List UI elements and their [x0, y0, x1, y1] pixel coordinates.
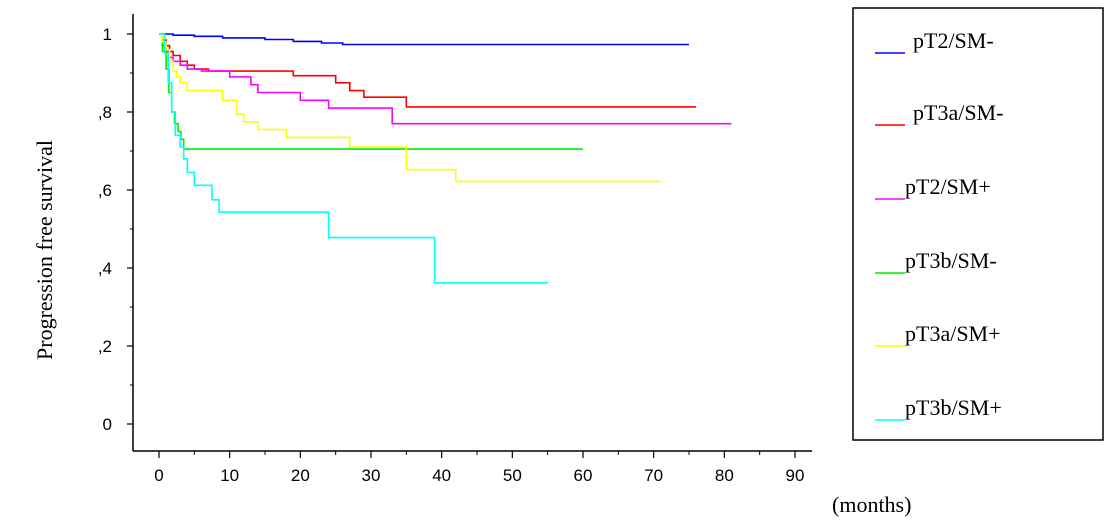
series-line-1 — [159, 33, 689, 46]
legend-box — [852, 7, 1104, 441]
x-tick-label: 50 — [503, 466, 522, 485]
x-axis-title: (months) — [832, 492, 911, 517]
axes: 0,2,4,6,810 10 20 30 40 50 60 70 80 90 — [98, 14, 812, 485]
legend-label: pT3b/SM- — [905, 248, 997, 273]
legend: pT2/SM-pT3a/SM-pT2/SM+ pT3b/SM-pT3a/SM+ pT… — [852, 7, 1104, 441]
x-tick-label: 70 — [644, 466, 663, 485]
x-tick-label: 80 — [715, 466, 734, 485]
legend-label: pT2/SM+ — [905, 174, 991, 199]
x-tick-label: 90 — [786, 466, 805, 485]
legend-label: pT2/SM- — [913, 28, 994, 53]
x-tick-label: 30 — [362, 466, 381, 485]
y-axis-title: Progression free survival — [32, 140, 57, 360]
series-line-6 — [159, 33, 548, 284]
y-tick-label: ,6 — [98, 181, 112, 200]
y-tick-label: 0 — [103, 415, 112, 434]
legend-label: pT3a/SM- — [913, 100, 1003, 125]
legend-label: pT3b/SM+ — [905, 395, 1002, 420]
y-tick-label: ,4 — [98, 259, 112, 278]
x-tick-label: 20 — [291, 466, 310, 485]
x-tick-label: 10 — [220, 466, 239, 485]
y-tick-label: 1 — [103, 25, 112, 44]
legend-label: pT3a/SM+ — [905, 321, 1001, 346]
y-tick-label: ,8 — [98, 103, 112, 122]
series-line-3 — [159, 33, 732, 125]
y-tick-label: ,2 — [98, 337, 112, 356]
x-tick-label: 60 — [574, 466, 593, 485]
series-line-5 — [159, 33, 661, 183]
x-tick-label: 40 — [432, 466, 451, 485]
series-line-2 — [159, 33, 697, 108]
x-tick-label: 0 — [154, 466, 163, 485]
plot-curves — [159, 33, 732, 284]
